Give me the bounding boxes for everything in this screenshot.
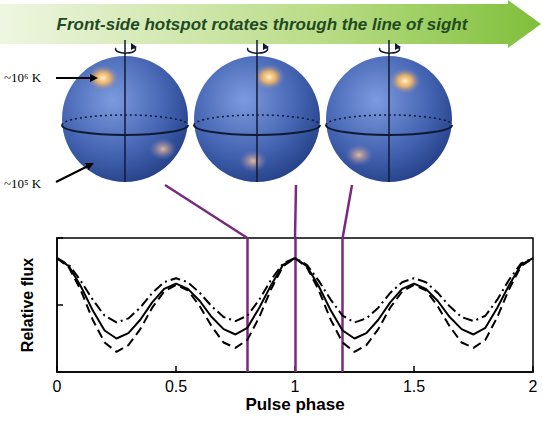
- svg-text:1: 1: [291, 378, 300, 395]
- svg-text:Pulse phase: Pulse phase: [245, 395, 344, 414]
- svg-text:1.5: 1.5: [403, 378, 425, 395]
- svg-text:0.5: 0.5: [165, 378, 187, 395]
- svg-text:2: 2: [529, 378, 538, 395]
- svg-text:Front-side hotspot rotates thr: Front-side hotspot rotates through the l…: [57, 15, 469, 34]
- svg-text:Relative flux: Relative flux: [19, 258, 36, 352]
- svg-text:~10⁵ K: ~10⁵ K: [4, 176, 42, 191]
- svg-text:~10⁶ K: ~10⁶ K: [4, 70, 42, 85]
- svg-text:0: 0: [53, 378, 62, 395]
